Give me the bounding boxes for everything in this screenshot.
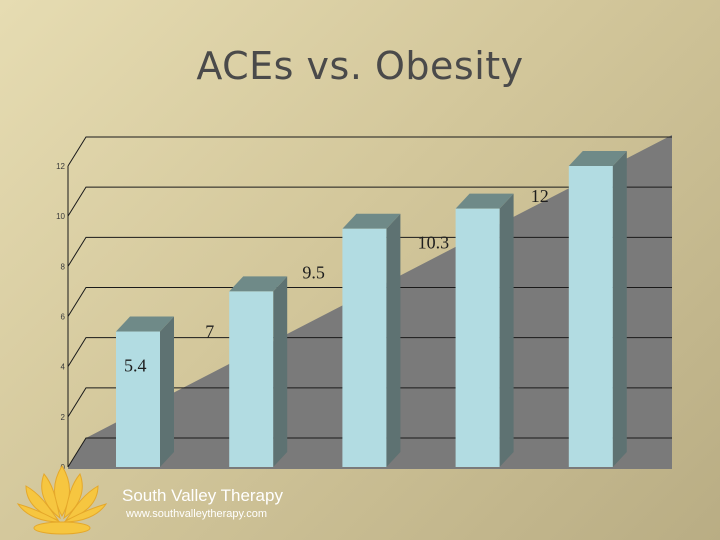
bar-front-face [342,228,387,467]
bar-side-face [499,193,514,467]
y-tick-label: 8 [61,262,66,271]
data-label: 10.3 [418,233,450,253]
y-tick-label: 10 [56,212,65,221]
brand-name: South Valley Therapy [122,486,283,505]
brand-url[interactable]: www.southvalleytherapy.com [126,508,268,520]
y-tick-label: 2 [61,413,66,422]
y-tick-label: 12 [56,162,65,171]
bar [116,316,174,467]
bar-front-face [568,166,613,467]
bar-side-face [273,276,288,467]
bar-top-face [116,316,174,332]
bar [568,151,627,467]
value-axis: 024681012 [56,162,69,472]
bar-front-face [455,208,500,467]
bar [229,276,288,467]
data-label: 12 [531,186,549,206]
bar-side-face [386,213,401,467]
data-label: 9.5 [302,263,325,283]
bar-side-face [612,151,627,467]
data-labels: 5.4 7 9.5 10.3 12 [124,186,549,376]
gridline [67,186,672,217]
gridline [67,136,672,167]
bar-front-face [116,331,160,467]
bars [116,151,627,467]
bar-top-face [455,193,514,209]
lotus-logo-icon [16,465,108,535]
bar-top-face [568,151,627,166]
bar [342,213,401,467]
y-tick-label: 6 [61,313,66,322]
y-tick-label: 4 [61,363,66,372]
bar-front-face [229,291,274,467]
bar-top-face [342,213,401,229]
slide-title: ACEs vs. Obesity [196,44,524,88]
bar-top-face [229,276,288,292]
data-label: 5.4 [124,356,147,376]
data-label: 7 [205,321,214,341]
bar [455,193,514,467]
bar-side-face [160,316,174,467]
